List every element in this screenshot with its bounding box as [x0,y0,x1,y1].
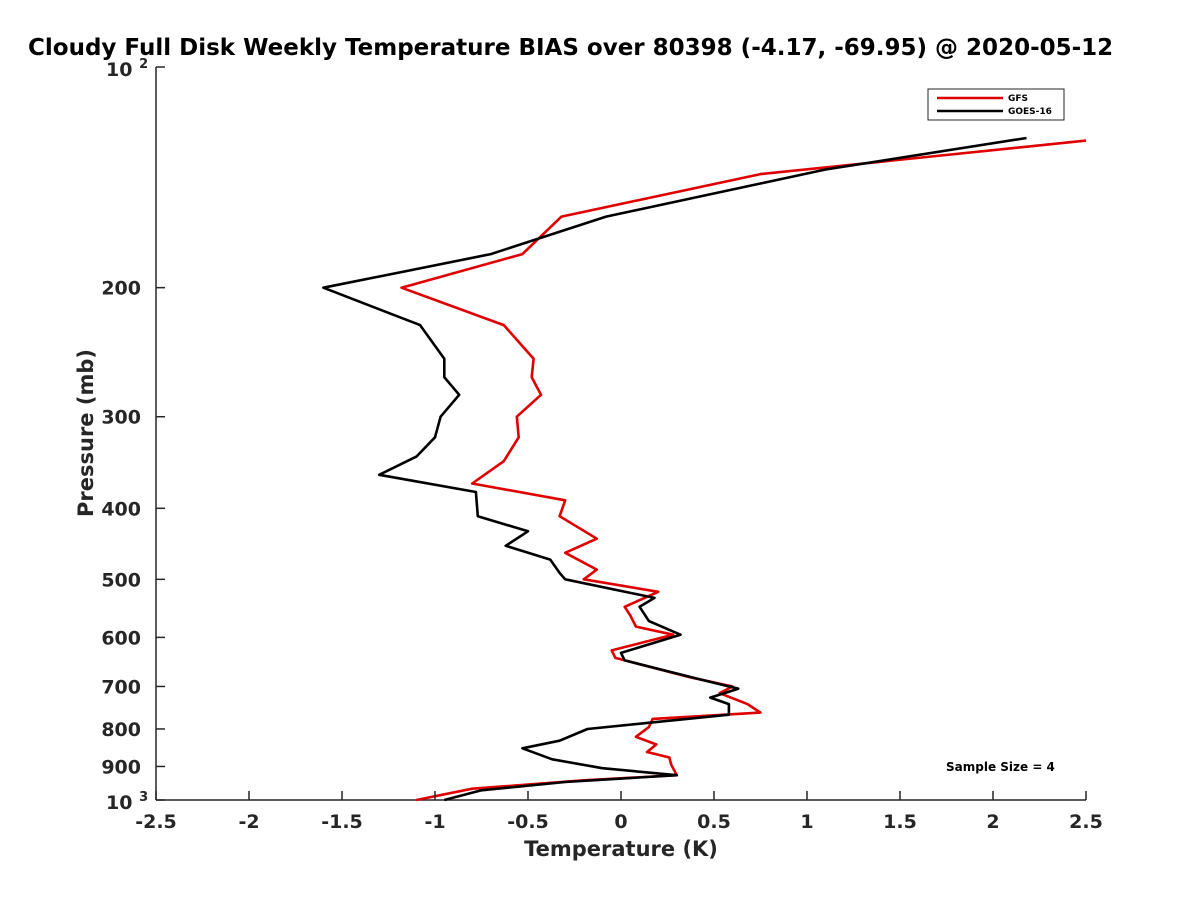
legend: GFS GOES-16 [927,88,1065,121]
svg-text:10 2: 10 2 [106,57,148,81]
y-tick-label: 300 [101,407,141,429]
y-tick-label: 800 [101,719,141,741]
series-layer [322,136,1087,802]
x-tick-label: 1 [800,811,813,833]
y-tick-top-label: 10 2 [106,57,148,81]
y-tick-bottom-label: 10 3 [106,790,148,814]
legend-label-gfs: GFS [1008,94,1028,104]
y-tick-label: 600 [101,627,141,649]
y-tick-top-exp: 2 [139,57,148,72]
x-tick-label: -1 [424,811,445,833]
x-axis-label: Temperature (K) [524,837,718,861]
y-tick-label: 500 [101,569,141,591]
x-tick-label: -2.5 [135,811,177,833]
series-line-goes16 [322,136,1027,802]
y-tick-bottom-exp: 3 [139,790,148,805]
legend-box [927,88,1065,121]
x-axis-ticks: -2.5 -2 -1.5 -1 -0.5 0 0.5 1 1.5 2 2.5 [135,791,1103,833]
x-tick-label: -0.5 [507,811,549,833]
x-tick-label: 0.5 [697,811,731,833]
y-tick-label: 200 [101,278,141,300]
x-tick-label: -2 [238,811,259,833]
series-line-gfs [400,139,1087,802]
x-tick-label: 2 [986,811,999,833]
x-tick-label: 1.5 [883,811,917,833]
y-tick-label: 700 [101,676,141,698]
y-tick-label: 900 [101,756,141,778]
y-axis-label: Pressure (mb) [74,349,98,517]
y-tick-label: 400 [101,498,141,520]
y-axis-ticks: 200 300 400 500 600 700 800 900 [101,66,165,801]
x-tick-label: -1.5 [321,811,363,833]
x-tick-label: 2.5 [1069,811,1103,833]
svg-text:10 3: 10 3 [106,790,148,814]
x-tick-label: 0 [614,811,627,833]
y-tick-bottom-base: 10 [106,792,132,814]
chart-title: Cloudy Full Disk Weekly Temperature BIAS… [28,35,1113,61]
plot-area: -2.5 -2 -1.5 -1 -0.5 0 0.5 1 1.5 2 2.5 200 300 400 50… [101,66,1103,833]
y-tick-top-base: 10 [106,59,132,81]
sample-size-annotation: Sample Size = 4 [946,760,1055,774]
legend-label-goes16: GOES-16 [1008,107,1052,117]
